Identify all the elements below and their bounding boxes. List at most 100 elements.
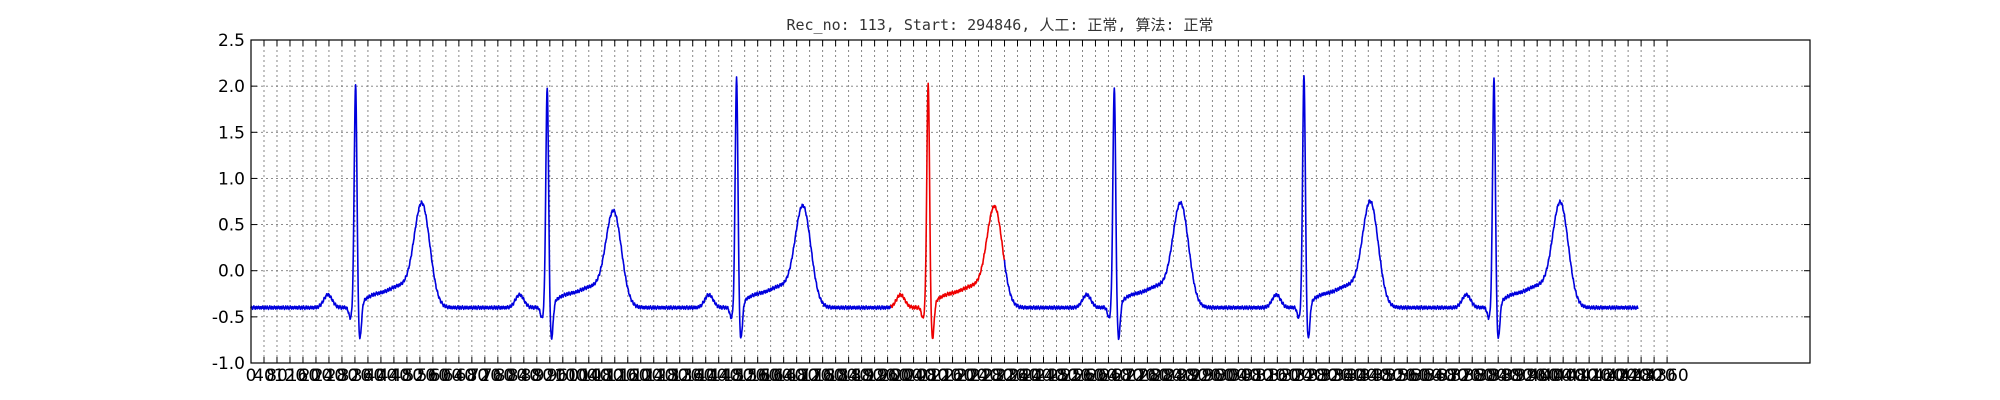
x-tick-label: 40 (253, 366, 275, 386)
x-tick-label: 600 (430, 366, 462, 386)
x-tick-label: 2600 (1074, 366, 1117, 386)
x-tick-label: 4080 (1555, 366, 1598, 386)
ecg-series-group (250, 74, 1639, 341)
y-tick-label: -0.5 (212, 308, 245, 328)
x-tick-label: 2760 (1126, 366, 1169, 386)
ecg-series-line-3 (1003, 74, 1639, 341)
x-tick-label: 4160 (1581, 366, 1624, 386)
x-tick-label: 4240 (1606, 366, 1649, 386)
x-tick-label: 3920 (1503, 366, 1546, 386)
x-tick-label: 2680 (1100, 366, 1143, 386)
x-tick-label: 3160 (1256, 366, 1299, 386)
x-tick-label: 1880 (840, 366, 883, 386)
chart-title: Rec_no: 113, Start: 294846, 人工: 正常, 算法: … (786, 16, 1213, 34)
x-tick-label: 2240 (957, 366, 1000, 386)
x-tick-label: 3560 (1386, 366, 1429, 386)
x-tick-label: 3400 (1334, 366, 1377, 386)
x-tick-label: 4200 (1593, 366, 1636, 386)
x-tick-label: 120 (274, 366, 306, 386)
x-tick-label: 320 (339, 366, 371, 386)
x-tick-label: 1440 (697, 366, 740, 386)
x-tick-label: 3520 (1373, 366, 1416, 386)
x-tick-label: 1640 (762, 366, 805, 386)
x-tick-label: 3040 (1217, 366, 1260, 386)
x-tick-label: 2520 (1048, 366, 1091, 386)
x-tick-label: 2480 (1035, 366, 1078, 386)
x-tick-label: 2000 (879, 366, 922, 386)
x-tick-label: 3720 (1438, 366, 1481, 386)
x-tick-label: 960 (547, 366, 579, 386)
x-tick-label: 2800 (1139, 366, 1182, 386)
x-tick-label: 2200 (944, 366, 987, 386)
x-tick-label: 3480 (1360, 366, 1403, 386)
x-tick-label: 3120 (1243, 366, 1286, 386)
y-tick-label: 2.0 (218, 77, 245, 97)
x-tick-label: 3080 (1230, 366, 1273, 386)
x-tick-label: 760 (482, 366, 514, 386)
x-tick-label: 1400 (684, 366, 727, 386)
x-tick-label: 720 (469, 366, 501, 386)
x-tick-label: 680 (456, 366, 488, 386)
x-tick-label: 280 (326, 366, 358, 386)
x-tick-label: 840 (508, 366, 540, 386)
x-tick-label: 1080 (580, 366, 623, 386)
x-tick-label: 3840 (1477, 366, 1520, 386)
x-tick-label: 2120 (918, 366, 961, 386)
x-tick-label: 2040 (892, 366, 935, 386)
x-tick-label: 3640 (1412, 366, 1455, 386)
x-tick-label: 4040 (1542, 366, 1585, 386)
x-tick-label: 1040 (567, 366, 610, 386)
x-tick-label: 1520 (723, 366, 766, 386)
x-tick-label: 520 (404, 366, 436, 386)
y-tick-label: 2.5 (218, 31, 245, 51)
x-tick-label: 400 (365, 366, 397, 386)
x-tick-label: 480 (391, 366, 423, 386)
x-tick-label: 560 (417, 366, 449, 386)
ecg-series-line-2 (890, 82, 1006, 340)
x-tick-label: 3680 (1425, 366, 1468, 386)
x-tick-label: 2360 (996, 366, 1039, 386)
y-axis: -1.0 -0.5 0.0 0.5 1.0 1.5 2.0 2.5 (212, 31, 1810, 374)
x-tick-label: 4320 (1632, 366, 1675, 386)
x-tick-label: 2720 (1113, 366, 1156, 386)
x-tick-label: 2440 (1022, 366, 1065, 386)
y-tick-label: 0.5 (218, 216, 245, 236)
x-tick-label: 640 (443, 366, 475, 386)
x-tick-label: 3000 (1204, 366, 1247, 386)
x-tick-label: 1320 (658, 366, 701, 386)
x-tick-label: 1240 (632, 366, 675, 386)
x-tick-label: 3760 (1451, 366, 1494, 386)
x-tick-label: 2880 (1165, 366, 1208, 386)
x-tick-label: 800 (495, 366, 527, 386)
x-tick-label: 1280 (645, 366, 688, 386)
x-tick-label: 2160 (931, 366, 974, 386)
x-tick-label: 3880 (1490, 366, 1533, 386)
x-tick-label: 3600 (1399, 366, 1442, 386)
x-axis: 0408012016020024028032036040044048052056… (246, 40, 1689, 386)
x-tick-label: 1000 (554, 366, 597, 386)
x-tick-label: 4360 (1645, 366, 1688, 386)
y-tick-label: 1.0 (218, 169, 245, 189)
x-tick-label: 1120 (593, 366, 636, 386)
x-tick-label: 1560 (736, 366, 779, 386)
x-tick-label: 4280 (1619, 366, 1662, 386)
y-tick-label: -1.0 (212, 354, 245, 374)
x-tick-label: 1720 (788, 366, 831, 386)
x-tick-label: 2920 (1178, 366, 1221, 386)
x-tick-label: 2640 (1087, 366, 1130, 386)
x-tick-label: 3320 (1308, 366, 1351, 386)
x-tick-label: 4120 (1568, 366, 1611, 386)
x-tick-label: 920 (534, 366, 566, 386)
x-tick-label: 200 (300, 366, 332, 386)
x-tick-label: 3960 (1516, 366, 1559, 386)
x-tick-label: 2280 (970, 366, 1013, 386)
x-tick-label: 1360 (671, 366, 714, 386)
x-tick-label: 1800 (814, 366, 857, 386)
x-tick-label: 3440 (1347, 366, 1390, 386)
x-tick-label: 1200 (619, 366, 662, 386)
x-tick-label: 4000 (1529, 366, 1572, 386)
x-tick-label: 1160 (606, 366, 649, 386)
x-tick-label: 1760 (801, 366, 844, 386)
x-tick-label: 1840 (827, 366, 870, 386)
